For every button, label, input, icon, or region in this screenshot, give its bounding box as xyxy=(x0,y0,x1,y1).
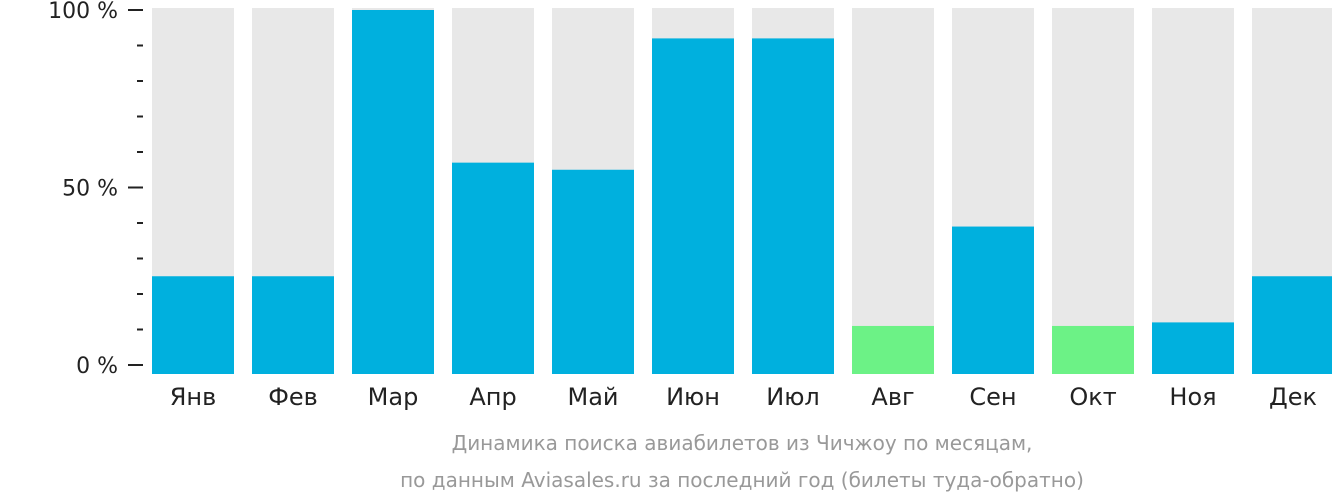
bar-track xyxy=(1052,8,1134,374)
bar[interactable] xyxy=(552,169,634,374)
x-tick-label: Ноя xyxy=(1169,383,1216,411)
bar[interactable] xyxy=(652,38,734,375)
x-tick-label: Июн xyxy=(666,383,720,411)
bar[interactable] xyxy=(1052,325,1134,374)
x-tick-label: Янв xyxy=(170,383,217,411)
bar-track xyxy=(1152,8,1234,374)
bars xyxy=(152,8,1332,375)
x-tick-label: Авг xyxy=(871,383,914,411)
bar[interactable] xyxy=(152,276,234,374)
x-tick-label: Апр xyxy=(469,383,516,411)
x-tick-label: Дек xyxy=(1269,383,1317,411)
y-axis: 0 % 50 % 100 % xyxy=(48,0,143,379)
x-tick-label: Фев xyxy=(268,383,318,411)
bar[interactable] xyxy=(752,38,834,375)
bar[interactable] xyxy=(352,10,434,374)
bar[interactable] xyxy=(1152,322,1234,374)
bar[interactable] xyxy=(452,162,534,374)
chart-caption-line-2: по данным Aviasales.ru за последний год … xyxy=(400,468,1084,492)
x-tick-label: Сен xyxy=(969,383,1016,411)
bar[interactable] xyxy=(952,226,1034,374)
x-tick-label: Мар xyxy=(368,383,419,411)
y-tick-label: 50 % xyxy=(62,177,118,202)
x-tick-label: Май xyxy=(567,383,618,411)
bar[interactable] xyxy=(852,325,934,374)
y-tick-label: 100 % xyxy=(48,0,118,24)
x-axis-labels: Янв Фев Мар Апр Май Июн Июл Авг Сен Окт Ноя Дек xyxy=(170,383,1317,411)
chart-caption-line-1: Динамика поиска авиабилетов из Чичжоу по… xyxy=(452,431,1033,455)
x-tick-label: Июл xyxy=(766,383,820,411)
y-tick-label: 0 % xyxy=(76,354,118,379)
bar-track xyxy=(852,8,934,374)
x-tick-label: Окт xyxy=(1069,383,1116,411)
bar[interactable] xyxy=(252,276,334,374)
bar[interactable] xyxy=(1252,276,1332,374)
